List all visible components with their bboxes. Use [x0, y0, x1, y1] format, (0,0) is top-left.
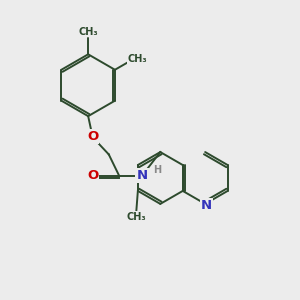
Text: CH₃: CH₃	[127, 212, 146, 221]
Text: N: N	[136, 169, 148, 182]
Text: O: O	[87, 169, 98, 182]
Text: H: H	[153, 165, 161, 175]
Text: N: N	[201, 199, 212, 212]
Text: CH₃: CH₃	[78, 27, 98, 37]
Text: O: O	[87, 130, 98, 143]
Text: CH₃: CH₃	[128, 54, 147, 64]
